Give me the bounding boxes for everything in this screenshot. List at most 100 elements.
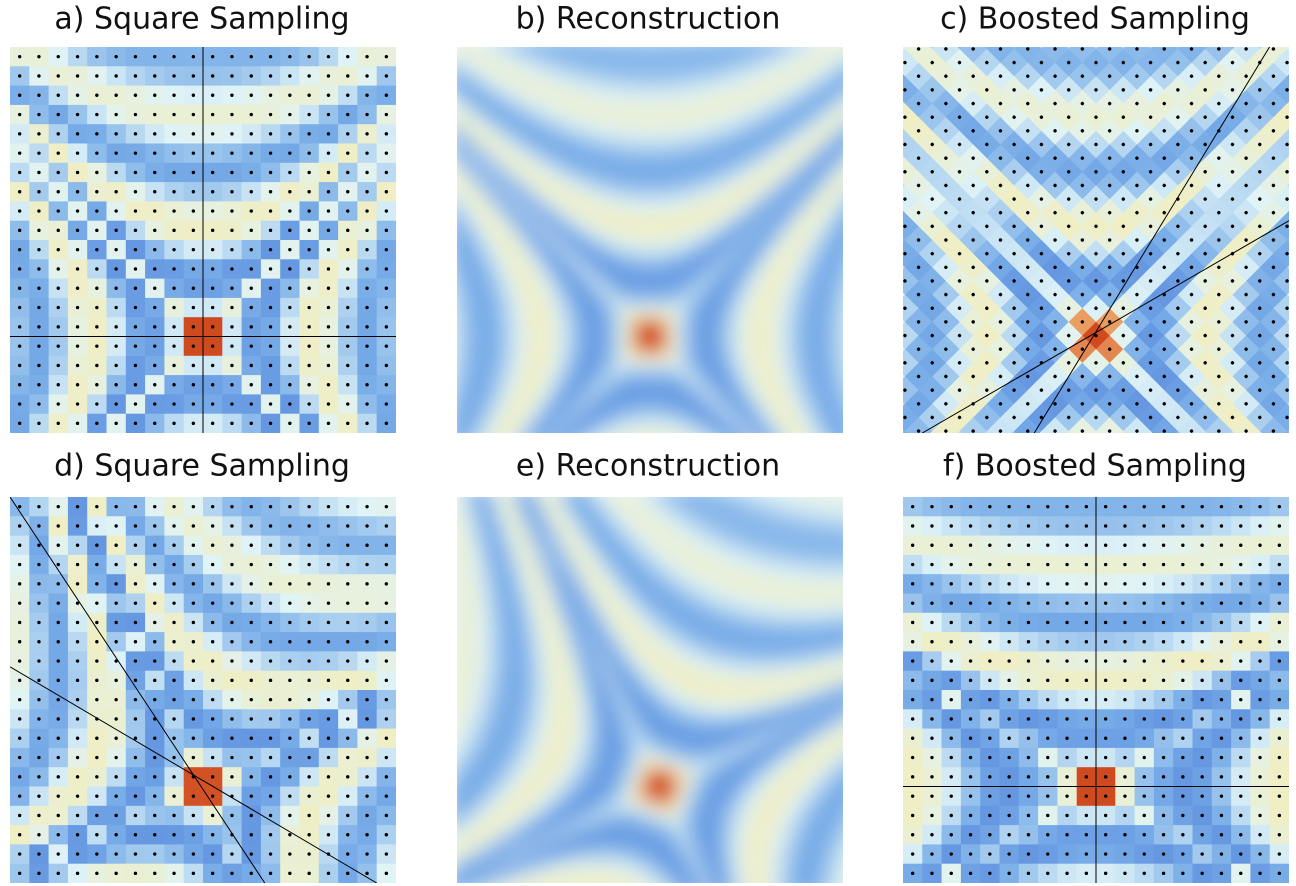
- sample-dot: [365, 54, 369, 59]
- cell: [529, 175, 538, 184]
- cell: [465, 79, 474, 88]
- cell: [481, 407, 490, 416]
- cell: [601, 415, 610, 424]
- cell: [497, 239, 506, 248]
- cell: [817, 247, 826, 256]
- sample-dot: [1067, 224, 1071, 229]
- cell: [609, 303, 618, 312]
- sample-dot: [114, 402, 118, 406]
- cell: [641, 295, 650, 304]
- cell: [633, 127, 642, 136]
- cell: [529, 87, 538, 96]
- sample-dot: [210, 170, 215, 175]
- sample-dot: [1039, 251, 1044, 256]
- cell: [721, 383, 730, 392]
- cell: [745, 199, 754, 208]
- cell: [601, 255, 610, 264]
- cell: [729, 415, 738, 424]
- sample-dot: [848, 87, 853, 92]
- cell: [641, 327, 650, 336]
- cell: [561, 263, 570, 272]
- cell: [817, 47, 826, 48]
- cell: [785, 215, 794, 224]
- cell: [585, 359, 594, 368]
- cell: [673, 303, 682, 312]
- cell: [569, 183, 578, 192]
- cell: [809, 167, 818, 176]
- sample-dot: [230, 402, 234, 406]
- cell: [745, 55, 754, 64]
- sample-dot: [1026, 320, 1030, 324]
- cell: [657, 71, 666, 80]
- cell: [681, 415, 690, 424]
- cell: [489, 95, 498, 104]
- cell: [465, 343, 474, 352]
- cell: [825, 207, 834, 216]
- cell: [673, 47, 682, 48]
- cell: [609, 367, 618, 376]
- sample-dot: [75, 421, 80, 426]
- cell: [689, 183, 698, 192]
- cell: [713, 431, 722, 433]
- cell: [457, 167, 466, 176]
- cell: [657, 319, 666, 328]
- cell: [577, 319, 586, 328]
- cell: [641, 271, 650, 280]
- cell: [817, 71, 826, 80]
- cell: [617, 191, 626, 200]
- cell: [745, 79, 754, 88]
- sample-dot: [75, 247, 80, 252]
- sample-dot: [1067, 170, 1071, 174]
- cell: [489, 271, 498, 280]
- cell: [833, 191, 842, 200]
- cell: [601, 423, 610, 432]
- sample-dot: [365, 228, 369, 233]
- cell: [601, 183, 610, 192]
- cell: [777, 431, 786, 433]
- cell: [569, 127, 578, 136]
- cell: [625, 135, 634, 144]
- cell: [569, 271, 578, 280]
- cell: [553, 167, 562, 176]
- cell: [665, 247, 674, 256]
- cell: [769, 151, 778, 160]
- sample-dot: [249, 190, 253, 194]
- sample-dot: [230, 286, 234, 290]
- cell: [833, 135, 842, 144]
- sample-dot: [346, 190, 350, 194]
- cell: [457, 287, 466, 296]
- cell: [705, 399, 714, 408]
- cell: [457, 191, 466, 200]
- cell: [513, 327, 522, 336]
- cell: [713, 375, 722, 384]
- cell: [593, 415, 602, 424]
- cell: [569, 167, 578, 176]
- sample-dot: [56, 170, 60, 175]
- sample-dot: [17, 170, 22, 175]
- sample-dot: [230, 421, 234, 426]
- sample-dot: [75, 325, 80, 329]
- cell: [793, 279, 802, 288]
- cell: [785, 103, 794, 112]
- cell: [649, 255, 658, 264]
- sample-dot: [1271, 183, 1276, 188]
- sample-dot: [1230, 388, 1235, 392]
- cell: [561, 151, 570, 160]
- cell: [673, 335, 682, 344]
- cell: [633, 135, 642, 144]
- cell: [833, 183, 842, 192]
- sample-dot: [1053, 129, 1057, 133]
- cell: [681, 223, 690, 232]
- sample-dot: [1094, 279, 1098, 283]
- cell: [625, 359, 634, 368]
- sample-dot: [957, 361, 962, 365]
- cell: [705, 343, 714, 352]
- sample-dot: [346, 151, 350, 155]
- cell: [553, 255, 562, 264]
- cell: [481, 287, 490, 296]
- sample-dot: [1271, 156, 1276, 160]
- cell: [785, 431, 794, 433]
- cell: [705, 415, 714, 424]
- cell: [721, 359, 730, 368]
- cell: [903, 226, 906, 255]
